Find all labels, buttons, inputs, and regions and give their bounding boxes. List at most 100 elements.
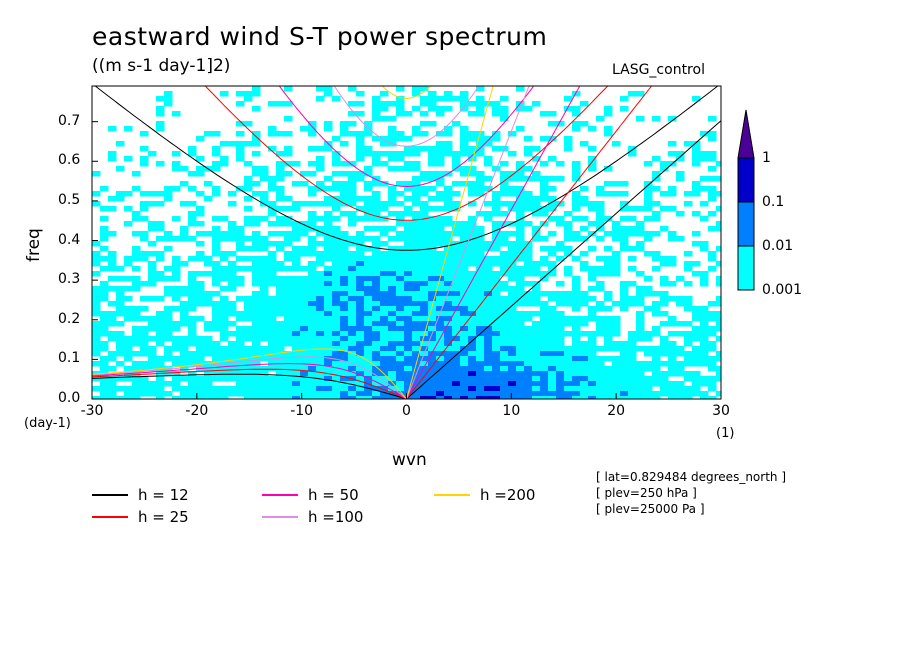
field-cell [308, 341, 317, 347]
field-cell [412, 131, 421, 137]
field-cell [492, 291, 501, 297]
field-cell [572, 371, 581, 377]
field-cell [308, 311, 317, 317]
field-cell [444, 351, 453, 357]
field-cell [708, 381, 717, 387]
field-cell [700, 326, 709, 332]
field-cell [420, 306, 429, 312]
field-cell [204, 371, 213, 377]
field-cell [652, 186, 661, 192]
field-cell [436, 181, 445, 187]
field-cell [356, 156, 365, 162]
field-cell [708, 266, 717, 272]
field-cell [372, 361, 381, 367]
field-cell [124, 311, 133, 317]
field-cell [260, 296, 269, 302]
field-cell [564, 356, 573, 362]
field-cell [340, 341, 349, 347]
field-cell [684, 351, 693, 357]
field-cell [620, 216, 629, 222]
field-cell [404, 301, 413, 307]
field-cell [100, 216, 109, 222]
field-cell [420, 346, 429, 352]
field-cell [484, 316, 493, 322]
field-cell [148, 226, 157, 232]
field-cell [636, 326, 645, 332]
field-cell [396, 256, 405, 262]
field-cell [628, 341, 637, 347]
field-cell [308, 276, 317, 282]
field-cell [380, 306, 389, 312]
field-cell [244, 351, 253, 357]
field-cell [276, 281, 285, 287]
field-cell [428, 186, 437, 192]
field-cell [316, 226, 325, 232]
field-cell [180, 336, 189, 342]
field-cell [660, 376, 669, 382]
field-cell [100, 236, 109, 242]
field-cell [452, 201, 461, 207]
field-cell [236, 341, 245, 347]
field-cell [500, 396, 509, 399]
field-cell [444, 316, 453, 322]
field-cell [92, 306, 101, 312]
field-cell [396, 291, 405, 297]
field-cell [116, 196, 125, 202]
field-cell [580, 381, 589, 387]
field-cell [516, 391, 525, 397]
field-cell [132, 316, 141, 322]
field-cell [460, 351, 469, 357]
field-cell [284, 356, 293, 362]
field-cell [412, 161, 421, 167]
field-cell [244, 366, 253, 372]
field-cell [276, 161, 285, 167]
field-cell [668, 371, 677, 377]
field-cell [340, 331, 349, 337]
field-cell [188, 216, 197, 222]
field-cell [372, 261, 381, 267]
field-cell [140, 366, 149, 372]
field-cell [428, 231, 437, 237]
field-cell [628, 386, 637, 392]
field-cell [220, 371, 229, 377]
field-cell [420, 326, 429, 332]
field-cell [660, 341, 669, 347]
field-cell [676, 361, 685, 367]
field-cell [540, 316, 549, 322]
field-cell [380, 276, 389, 282]
field-cell [444, 386, 453, 392]
field-cell [716, 281, 721, 287]
field-cell [460, 326, 469, 332]
field-cell [628, 256, 637, 262]
field-cell [164, 346, 173, 352]
field-cell [468, 201, 477, 207]
field-cell [252, 91, 261, 97]
field-cell [540, 181, 549, 187]
field-cell [548, 196, 557, 202]
field-cell [428, 296, 437, 302]
field-cell [676, 391, 685, 397]
field-cell [228, 346, 237, 352]
field-cell [508, 341, 517, 347]
field-cell [596, 391, 605, 397]
field-cell [228, 266, 237, 272]
field-cell [436, 241, 445, 247]
field-cell [500, 261, 509, 267]
field-cell [236, 141, 245, 147]
field-cell [532, 391, 541, 397]
field-cell [108, 301, 117, 307]
field-cell [460, 136, 469, 142]
field-cell [500, 236, 509, 242]
field-cell [380, 361, 389, 367]
field-cell [324, 381, 333, 387]
field-cell [476, 171, 485, 177]
field-cell [396, 266, 405, 272]
field-cell [228, 341, 237, 347]
field-cell [484, 386, 493, 392]
field-cell [132, 266, 141, 272]
field-cell [236, 281, 245, 287]
field-cell [308, 291, 317, 297]
field-cell [548, 391, 557, 397]
field-cell [156, 191, 165, 197]
field-cell [92, 251, 101, 257]
